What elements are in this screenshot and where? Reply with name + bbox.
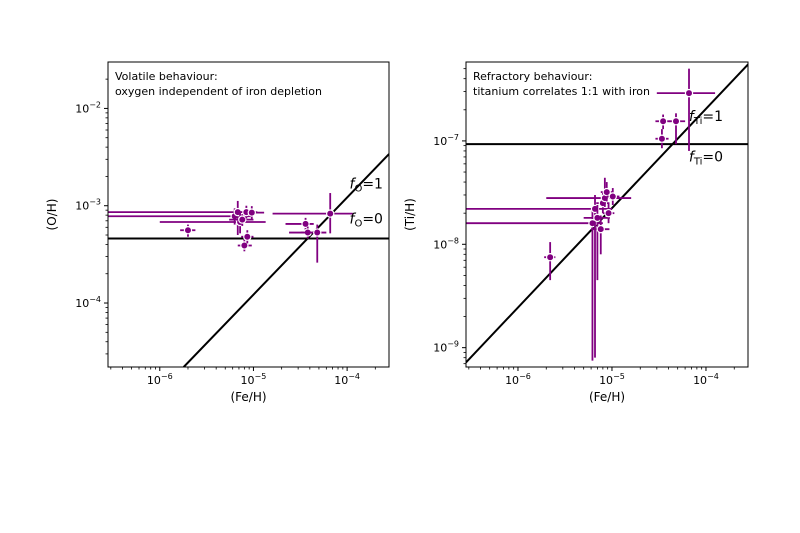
panel-2-marker bbox=[604, 208, 613, 218]
panel-2-data-point bbox=[466, 194, 612, 358]
panel-2-marker bbox=[657, 134, 667, 143]
panel-1-plot-area bbox=[108, 153, 389, 367]
panel-2-data-point bbox=[655, 129, 669, 149]
panel-1-annotation-line: oxygen independent of iron depletion bbox=[115, 85, 322, 98]
panel-1-marker bbox=[243, 232, 252, 241]
panel-1-line-label-f1: fO=1 bbox=[350, 177, 383, 195]
panel-2-line-label-f0: fTi=0 bbox=[689, 150, 723, 168]
panel-2-marker bbox=[658, 117, 668, 126]
panel-2-data-point bbox=[600, 182, 612, 202]
panel-2-data-point bbox=[668, 113, 686, 145]
panel-1-marker bbox=[326, 209, 335, 218]
panel-2-x-tick-label: 10−6 bbox=[505, 372, 531, 387]
panel-2-data-point bbox=[466, 208, 603, 361]
panel-2-data-point bbox=[606, 188, 620, 205]
panel-1-marker bbox=[240, 241, 249, 250]
panel-1-line-label-f0: fO=0 bbox=[350, 211, 383, 229]
panel-2-data-point bbox=[544, 242, 556, 281]
panel-2-frame bbox=[465, 61, 749, 368]
panel-1-frame bbox=[107, 61, 390, 368]
panel-1-data-point bbox=[285, 217, 314, 231]
panel-1-data-point bbox=[300, 224, 327, 263]
panel-2: 10−6 10−5 10−4 10−9 10−8 10−7 (Fe/H) (Ti/H) Refr… bbox=[403, 61, 749, 404]
panel-2-marker bbox=[545, 253, 555, 262]
panel-2-marker bbox=[684, 88, 694, 98]
panel-2-plot-area bbox=[466, 63, 748, 364]
panel-1-data-point bbox=[246, 206, 265, 220]
panel-2-y-tick-label: 10−9 bbox=[433, 340, 459, 355]
panel-2-x-tick-label: 10−4 bbox=[693, 372, 719, 387]
panel-1-data-point bbox=[180, 224, 196, 237]
panel-1-y-tick-label: 10−3 bbox=[75, 198, 101, 213]
panel-2-data-point bbox=[602, 203, 615, 224]
panel-2-data-point bbox=[655, 114, 671, 130]
panel-1-marker bbox=[313, 228, 322, 237]
panel-1-data-point bbox=[229, 214, 254, 226]
panel-2-x-axis-label: (Fe/H) bbox=[589, 390, 625, 404]
panel-1-y-tick-label: 10−2 bbox=[75, 100, 101, 115]
panel-1-x-axis-label: (Fe/H) bbox=[230, 390, 266, 404]
panel-2-annotation-line: titanium correlates 1:1 with iron bbox=[473, 85, 650, 98]
panel-1-marker bbox=[301, 219, 310, 229]
panel-1-data-point bbox=[272, 193, 353, 234]
panel-1: 10−6 10−5 10−4 10−4 10−3 10−2 (Fe/H) (O/H) Volat… bbox=[45, 61, 390, 404]
panel-1-y-tick-label: 10−4 bbox=[75, 295, 101, 310]
panel-1-data-point bbox=[241, 230, 254, 244]
panel-2-y-tick-label: 10−8 bbox=[433, 236, 459, 251]
panel-1-x-tick-label: 10−4 bbox=[334, 372, 360, 387]
panel-1-marker bbox=[247, 208, 256, 217]
panel-1-data-point bbox=[237, 239, 252, 252]
panel-2-y-tick-label: 10−7 bbox=[433, 133, 459, 148]
panel-1-annotation-line: Volatile behaviour: bbox=[115, 70, 218, 83]
panel-2-x-tick-label: 10−5 bbox=[599, 372, 625, 387]
panel-1-marker bbox=[183, 226, 193, 235]
panel-1-x-tick-label: 10−6 bbox=[147, 372, 173, 387]
panel-2-marker bbox=[671, 117, 681, 126]
panel-1-marker bbox=[238, 215, 247, 224]
panel-1-line-f1 bbox=[182, 153, 389, 367]
panel-1-x-tick-label: 10−5 bbox=[241, 372, 267, 387]
panel-2-marker bbox=[608, 192, 617, 201]
panel-2-marker bbox=[596, 224, 605, 234]
panel-2-y-axis-label: (Ti/H) bbox=[403, 198, 417, 231]
panel-2-data-point bbox=[591, 215, 610, 255]
panel-2-line-label-f1: fTi=1 bbox=[689, 109, 723, 127]
panel-2-data-point bbox=[656, 68, 716, 151]
panel-2-annotation-line: Refractory behaviour: bbox=[473, 70, 592, 83]
panel-1-y-axis-label: (O/H) bbox=[45, 199, 59, 231]
